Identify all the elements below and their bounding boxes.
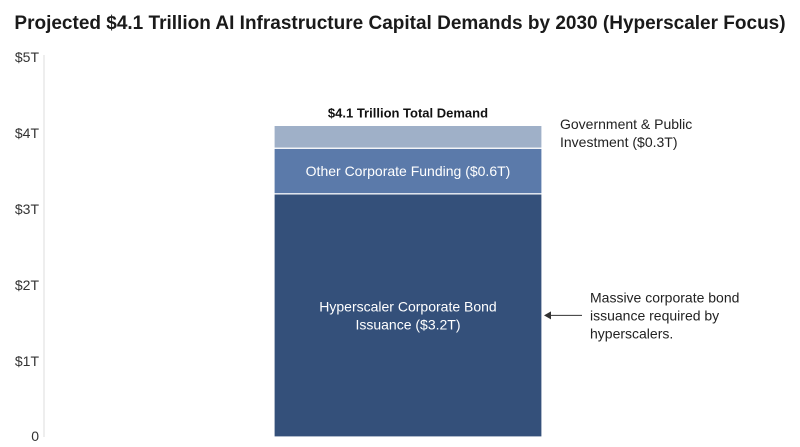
y-tick-label: $3T (15, 201, 40, 217)
annotation-text: Massive corporate bond issuance required … (590, 289, 739, 341)
chart-title: Projected $4.1 Trillion AI Infrastructur… (14, 13, 785, 34)
y-tick-label: $2T (15, 277, 40, 293)
segment-label-line: Issuance ($3.2T) (355, 316, 460, 332)
segment-label-line: Other Corporate Funding ($0.6T) (306, 163, 511, 179)
y-axis-ticks: 0 $1T $2T $3T $4T $5T (15, 49, 40, 444)
annotation-text-line: issuance required by (590, 307, 719, 323)
segment-label: Other Corporate Funding ($0.6T) (306, 163, 511, 179)
y-tick-label: 0 (31, 428, 39, 444)
bar-segment (273, 124, 543, 149)
stacked-bar (273, 124, 543, 438)
y-tick-label: $4T (15, 125, 40, 141)
segment-label: Hyperscaler Corporate Bond Issuance ($3.2… (319, 298, 496, 332)
segment-label-line: Government & Public (560, 116, 692, 132)
segment-label-line: Investment ($0.3T) (560, 134, 678, 150)
segment-labels: Hyperscaler Corporate Bond Issuance ($3.2… (306, 105, 693, 332)
total-label: $4.1 Trillion Total Demand (328, 105, 488, 120)
segment-label-line: Hyperscaler Corporate Bond (319, 298, 496, 314)
y-tick-label: $5T (15, 49, 40, 65)
annotation-text-line: Massive corporate bond (590, 289, 739, 305)
bar-segment (273, 193, 543, 438)
segment-label-outside: Government & Public Investment ($0.3T) (560, 116, 692, 150)
y-tick-label: $1T (15, 353, 40, 369)
annotation-text-line: hyperscalers. (590, 325, 673, 341)
bar-segment (273, 147, 543, 195)
annotation: Massive corporate bond issuance required … (544, 289, 739, 341)
annotation-arrow-head (544, 311, 551, 320)
